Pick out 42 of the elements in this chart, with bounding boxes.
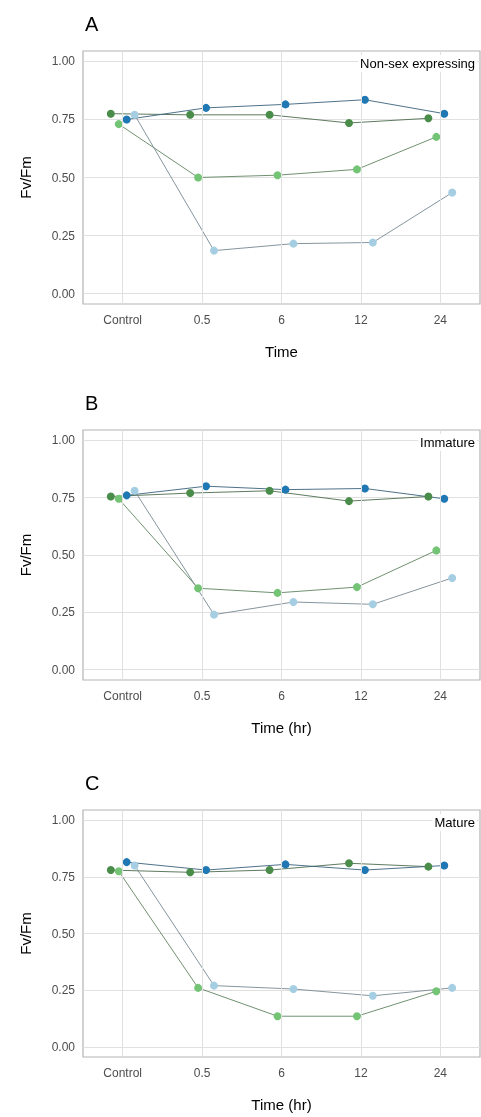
y-tick-label: 0.00 (51, 1039, 76, 1054)
y-tick-label: 0.50 (51, 548, 76, 562)
x-tick-label: 0.5 (193, 313, 211, 327)
x-axis-title: Time (265, 343, 298, 360)
chart-title: C (85, 772, 100, 794)
y-tick-label: 0.75 (51, 490, 76, 505)
y-tick-label: 0.25 (51, 983, 76, 998)
x-tick-label: 0.5 (193, 689, 211, 703)
y-tick-label: 1.00 (51, 54, 76, 69)
annotation: Non-sex expressing (360, 56, 475, 71)
x-axis-title: Time (hr) (251, 1096, 312, 1113)
annotation: Mature (434, 815, 476, 830)
x-tick-label: 6 (278, 1066, 286, 1080)
y-axis-title: Fv/Fm (17, 533, 34, 577)
x-tick-label: 6 (278, 313, 286, 327)
x-tick-label: 12 (354, 1066, 368, 1080)
chart-title: B (85, 392, 99, 414)
y-tick-label: 0.50 (51, 170, 76, 185)
y-axis-title: Fv/Fm (17, 912, 34, 955)
y-axis-title: Fv/Fm (17, 156, 34, 199)
x-tick-label: Control (103, 1066, 143, 1080)
x-tick-label: 24 (433, 689, 448, 703)
x-tick-label: 12 (354, 689, 368, 703)
y-tick-label: 0.75 (51, 869, 76, 884)
y-tick-label: 0.25 (51, 228, 76, 243)
y-tick-label: 0.50 (51, 926, 76, 941)
y-tick-label: 0.00 (51, 286, 76, 301)
y-tick-label: 0.00 (51, 662, 76, 677)
y-tick-label: 0.25 (51, 605, 76, 620)
y-tick-label: 1.00 (51, 433, 76, 448)
chart-title: A (85, 13, 99, 35)
x-tick-label: 0.5 (193, 1066, 211, 1080)
x-tick-label: 24 (433, 313, 448, 327)
y-tick-label: 1.00 (51, 813, 76, 828)
x-axis-title: Time (hr) (251, 719, 312, 736)
x-tick-label: Control (103, 313, 143, 327)
y-tick-label: 0.75 (51, 112, 76, 127)
x-tick-label: Control (103, 689, 143, 703)
annotation: Immature (420, 435, 476, 450)
x-tick-label: 6 (278, 689, 286, 703)
x-tick-label: 24 (433, 1066, 448, 1080)
x-tick-label: 12 (354, 313, 368, 327)
